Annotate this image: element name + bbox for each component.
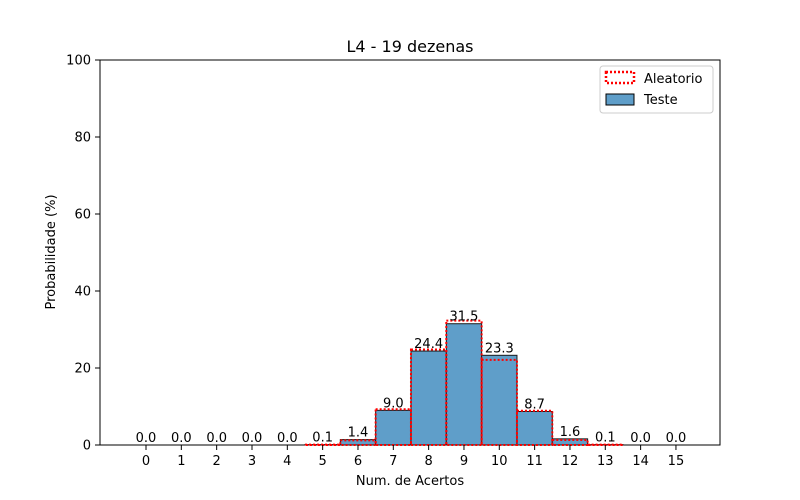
bar-teste [375, 409, 412, 446]
data-label: 0.1 [595, 431, 616, 446]
data-label: 0.0 [171, 431, 192, 446]
y-axis-title: Probabilidade (%) [44, 194, 59, 309]
x-tick-label: 6 [354, 454, 362, 469]
x-ticks-group: 0 1 2 3 4 5 6 7 8 9 10 11 12 13 14 15 [142, 445, 684, 469]
legend-swatch-teste [605, 93, 635, 106]
legend-label-aleatorio: Aleatorio [644, 72, 702, 87]
y-tick-label: 20 [74, 362, 91, 377]
legend-swatch-aleatorio [604, 70, 636, 85]
bars-teste-group [304, 323, 624, 446]
y-ticks-group: 0 20 40 60 80 100 [66, 54, 100, 454]
x-tick-label: 13 [597, 454, 614, 469]
bar-aleatorio [551, 438, 589, 446]
bar-teste [516, 411, 553, 446]
data-label: 0.1 [312, 431, 333, 446]
data-label: 23.3 [485, 341, 514, 356]
data-label: 31.5 [449, 310, 478, 325]
data-label: 0.0 [666, 431, 687, 446]
x-tick-label: 1 [177, 454, 185, 469]
bar-aleatorio [480, 358, 518, 447]
plot-frame [99, 59, 721, 446]
data-label: 9.0 [383, 396, 404, 411]
y-tick-label: 0 [83, 439, 91, 454]
data-label: 24.4 [414, 337, 443, 352]
legend: Aleatorio Teste [599, 65, 714, 114]
x-axis-title: Num. de Acertos [356, 474, 464, 489]
bar-teste [445, 323, 483, 446]
bar-teste [410, 350, 447, 446]
y-tick-label: 100 [66, 54, 91, 69]
data-label: 0.0 [630, 431, 651, 446]
y-tick-label: 80 [74, 131, 91, 146]
x-tick-label: 8 [424, 454, 432, 469]
x-tick-label: 5 [319, 454, 327, 469]
legend-label-teste: Teste [643, 93, 678, 108]
x-tick-label: 3 [248, 454, 256, 469]
x-tick-label: 12 [562, 454, 579, 469]
x-tick-label: 14 [632, 454, 649, 469]
data-label: 0.0 [136, 431, 157, 446]
x-tick-label: 2 [213, 454, 221, 469]
y-tick-label: 60 [74, 208, 91, 223]
data-label: 0.0 [277, 431, 298, 446]
x-tick-label: 7 [389, 454, 397, 469]
bar-teste [481, 354, 518, 446]
data-label: 0.0 [206, 431, 227, 446]
x-tick-label: 11 [526, 454, 543, 469]
x-tick-label: 4 [283, 454, 291, 469]
x-tick-label: 9 [460, 454, 468, 469]
data-label: 1.4 [348, 426, 369, 441]
x-tick-label: 0 [142, 454, 150, 469]
bar-aleatorio [515, 409, 554, 446]
y-tick-label: 40 [74, 285, 91, 300]
x-tick-label: 15 [668, 454, 685, 469]
data-label: 1.6 [560, 425, 581, 440]
x-tick-label: 10 [491, 454, 508, 469]
data-label: 8.7 [524, 398, 545, 413]
data-label: 0.0 [242, 431, 263, 446]
data-labels-group: 0.0 0.0 0.0 0.0 0.0 0.1 1.4 9.0 24.4 31.5 23.3 8.7 1… [136, 310, 687, 446]
chart-title: L4 - 19 dezenas [346, 37, 473, 56]
